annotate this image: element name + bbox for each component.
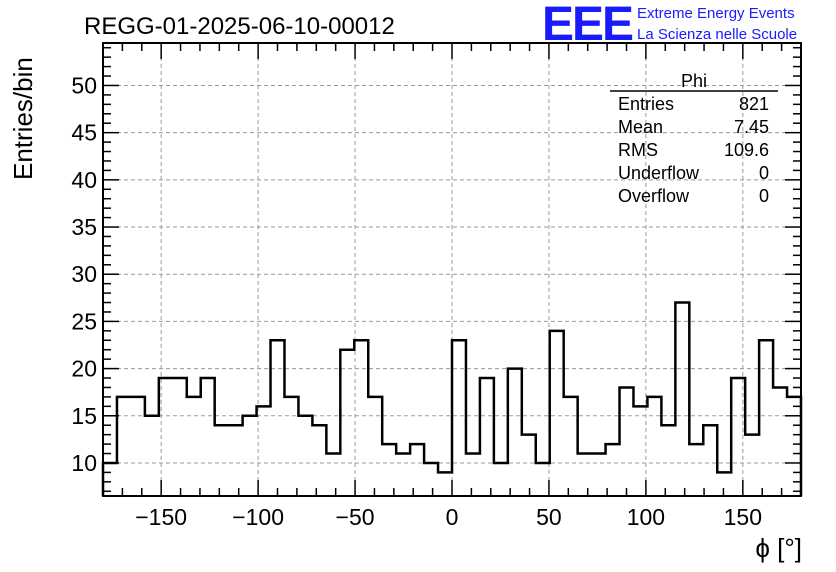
y-tick-label: 30	[71, 261, 97, 287]
histogram-bin	[271, 340, 285, 496]
stats-value: 0	[759, 163, 769, 183]
histogram-bin	[424, 463, 438, 496]
histogram-bin	[284, 397, 298, 496]
axis-ticks	[102, 43, 802, 496]
histogram-bin	[410, 444, 424, 496]
histogram-bin	[494, 463, 508, 496]
histogram-bin	[173, 378, 187, 496]
eee-logo: EEE Extreme Energy Events La Scienza nel…	[542, 0, 797, 51]
stats-label: Mean	[618, 117, 663, 137]
histogram-bin	[243, 416, 257, 496]
histogram-bin	[647, 397, 661, 496]
histogram-bin	[508, 369, 522, 496]
x-tick-label: −50	[336, 504, 375, 530]
histogram-bin	[145, 416, 159, 496]
stats-label: Entries	[618, 94, 674, 114]
stats-value: 7.45	[734, 117, 769, 137]
histogram-bin	[312, 425, 326, 496]
x-tick-label: 150	[724, 504, 762, 530]
histogram-bin	[745, 435, 759, 496]
y-tick-label: 20	[71, 356, 97, 382]
histogram-bin	[675, 303, 689, 496]
y-tick-labels: 10 15 20 25 30 35 40 45 50	[71, 72, 97, 476]
stats-label: RMS	[618, 140, 658, 160]
x-tick-label: −150	[135, 504, 187, 530]
histogram-bin	[201, 378, 215, 496]
histogram-bin	[522, 435, 536, 496]
histogram-bin	[340, 350, 354, 496]
eee-logo-mark: EEE	[542, 0, 633, 51]
logo-line-1: Extreme Energy Events	[637, 5, 795, 22]
x-tick-label: −100	[232, 504, 284, 530]
logo-line-2: La Scienza nelle Scuole	[637, 26, 797, 43]
y-tick-label: 35	[71, 214, 97, 240]
histogram-bin	[703, 425, 717, 496]
stats-box: Phi Entries 821 Mean 7.45 RMS 109.6 Underflow 0…	[610, 71, 778, 206]
histogram-bin	[773, 387, 787, 496]
stats-value: 0	[759, 186, 769, 206]
stats-value: 109.6	[724, 140, 769, 160]
x-tick-label: 0	[446, 504, 459, 530]
histogram-bin	[466, 454, 480, 496]
histogram-bin	[536, 463, 550, 496]
stats-label: Overflow	[618, 186, 690, 206]
y-tick-label: 25	[71, 308, 97, 334]
histogram-bin	[620, 387, 634, 496]
histogram-bin	[215, 425, 229, 496]
y-tick-label: 15	[71, 403, 97, 429]
x-tick-label: 50	[536, 504, 562, 530]
y-tick-label: 45	[71, 120, 97, 146]
stats-name: Phi	[681, 71, 707, 91]
histogram-bin	[452, 340, 466, 496]
histogram-bin	[368, 397, 382, 496]
histogram-bin	[396, 454, 410, 496]
y-axis-title: Entries/bin	[8, 57, 38, 180]
histogram-bin	[564, 397, 578, 496]
histogram-bin	[550, 331, 564, 496]
histogram-bin	[438, 472, 452, 496]
histogram-bin	[131, 397, 145, 496]
histogram-bin	[759, 340, 773, 496]
histogram-bin	[187, 397, 201, 496]
y-tick-label: 40	[71, 167, 97, 193]
histogram-series	[101, 301, 803, 496]
histogram-bin	[578, 454, 592, 496]
histogram-bin	[298, 416, 312, 496]
x-tick-label: 100	[627, 504, 665, 530]
histogram-bin	[326, 454, 340, 496]
chart-title: REGG-01-2025-06-10-00012	[84, 13, 395, 40]
histogram-bin	[117, 397, 131, 496]
grid-lines	[103, 43, 801, 496]
histogram-bin	[661, 425, 675, 496]
x-axis-title: ϕ [°]	[755, 533, 802, 563]
histogram-bin	[731, 378, 745, 496]
x-tick-labels: −150 −100 −50 0 50 100 150	[135, 504, 762, 530]
histogram-bin	[689, 444, 703, 496]
histogram-bin	[592, 454, 606, 496]
histogram-bin	[717, 472, 731, 496]
y-tick-label: 10	[71, 450, 97, 476]
stats-label: Underflow	[618, 163, 700, 183]
histogram-bin	[480, 378, 494, 496]
stats-value: 821	[739, 94, 769, 114]
stats-rows: Entries 821 Mean 7.45 RMS 109.6 Underflow 0 Over…	[618, 94, 769, 206]
histogram-bin	[159, 378, 173, 496]
histogram-bin	[354, 340, 368, 496]
histogram-bin	[229, 425, 243, 496]
y-tick-label: 50	[71, 72, 97, 98]
histogram-outline	[101, 301, 803, 496]
